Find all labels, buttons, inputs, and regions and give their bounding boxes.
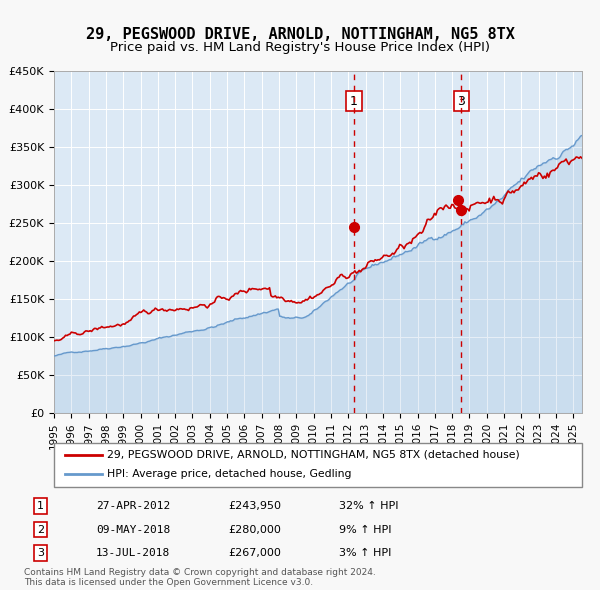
Text: £267,000: £267,000 <box>228 548 281 558</box>
Text: Contains HM Land Registry data © Crown copyright and database right 2024.
This d: Contains HM Land Registry data © Crown c… <box>24 568 376 587</box>
Text: 1: 1 <box>350 95 358 108</box>
Text: 3: 3 <box>37 548 44 558</box>
Text: £243,950: £243,950 <box>228 501 281 511</box>
Text: 2: 2 <box>37 525 44 535</box>
Text: 13-JUL-2018: 13-JUL-2018 <box>96 548 170 558</box>
Text: 29, PEGSWOOD DRIVE, ARNOLD, NOTTINGHAM, NG5 8TX: 29, PEGSWOOD DRIVE, ARNOLD, NOTTINGHAM, … <box>86 27 514 41</box>
Text: 27-APR-2012: 27-APR-2012 <box>96 501 170 511</box>
Text: 3% ↑ HPI: 3% ↑ HPI <box>338 548 391 558</box>
Text: HPI: Average price, detached house, Gedling: HPI: Average price, detached house, Gedl… <box>107 470 352 479</box>
Text: 09-MAY-2018: 09-MAY-2018 <box>96 525 170 535</box>
FancyBboxPatch shape <box>54 442 582 487</box>
Text: £280,000: £280,000 <box>228 525 281 535</box>
Text: 3: 3 <box>457 95 465 108</box>
Text: 29, PEGSWOOD DRIVE, ARNOLD, NOTTINGHAM, NG5 8TX (detached house): 29, PEGSWOOD DRIVE, ARNOLD, NOTTINGHAM, … <box>107 450 520 460</box>
Text: Price paid vs. HM Land Registry's House Price Index (HPI): Price paid vs. HM Land Registry's House … <box>110 41 490 54</box>
Text: 1: 1 <box>37 501 44 511</box>
Text: 32% ↑ HPI: 32% ↑ HPI <box>338 501 398 511</box>
Text: 9% ↑ HPI: 9% ↑ HPI <box>338 525 391 535</box>
